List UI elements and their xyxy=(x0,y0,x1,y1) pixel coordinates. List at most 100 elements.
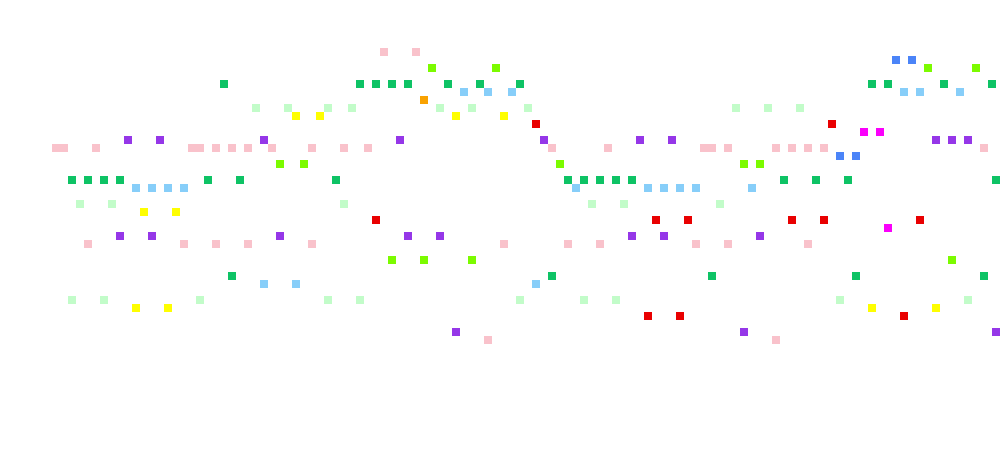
pink-square-mark xyxy=(820,144,828,152)
lime-square-mark xyxy=(756,160,764,168)
mint-square-mark xyxy=(356,296,364,304)
pink-square-mark xyxy=(564,240,572,248)
skyblue-square-mark xyxy=(900,88,908,96)
skyblue-square-mark xyxy=(132,184,140,192)
green-square-mark xyxy=(236,176,244,184)
green-square-mark xyxy=(548,272,556,280)
purple-square-mark xyxy=(660,232,668,240)
pink-square-mark xyxy=(604,144,612,152)
green-square-mark xyxy=(844,176,852,184)
red-square-mark xyxy=(644,312,652,320)
pink-square-mark xyxy=(772,144,780,152)
blue-square-mark xyxy=(908,56,916,64)
yellow-square-mark xyxy=(140,208,148,216)
mint-square-mark xyxy=(580,296,588,304)
green-square-mark xyxy=(596,176,604,184)
blue-square-mark xyxy=(836,152,844,160)
purple-square-mark xyxy=(148,232,156,240)
yellow-square-mark xyxy=(868,304,876,312)
pink-square-mark xyxy=(980,144,988,152)
purple-square-mark xyxy=(668,136,676,144)
lime-square-mark xyxy=(276,160,284,168)
yellow-square-mark xyxy=(452,112,460,120)
mint-square-mark xyxy=(100,296,108,304)
skyblue-square-mark xyxy=(508,88,516,96)
pink-square-mark xyxy=(708,144,716,152)
mint-square-mark xyxy=(108,200,116,208)
green-square-mark xyxy=(332,176,340,184)
skyblue-square-mark xyxy=(484,88,492,96)
green-square-mark xyxy=(812,176,820,184)
red-square-mark xyxy=(828,120,836,128)
mint-square-mark xyxy=(436,104,444,112)
lime-square-mark xyxy=(492,64,500,72)
purple-square-mark xyxy=(628,232,636,240)
pink-square-mark xyxy=(92,144,100,152)
mint-square-mark xyxy=(732,104,740,112)
red-square-mark xyxy=(684,216,692,224)
pink-square-mark xyxy=(212,240,220,248)
green-square-mark xyxy=(884,80,892,88)
green-square-mark xyxy=(780,176,788,184)
green-square-mark xyxy=(708,272,716,280)
pink-square-mark xyxy=(724,144,732,152)
purple-square-mark xyxy=(964,136,972,144)
yellow-square-mark xyxy=(500,112,508,120)
mint-square-mark xyxy=(252,104,260,112)
pink-square-mark xyxy=(412,48,420,56)
mint-square-mark xyxy=(716,200,724,208)
red-square-mark xyxy=(820,216,828,224)
mint-square-mark xyxy=(516,296,524,304)
pink-square-mark xyxy=(244,144,252,152)
pink-square-mark xyxy=(84,240,92,248)
green-square-mark xyxy=(980,272,988,280)
skyblue-square-mark xyxy=(644,184,652,192)
skyblue-square-mark xyxy=(916,88,924,96)
skyblue-square-mark xyxy=(532,280,540,288)
green-square-mark xyxy=(868,80,876,88)
purple-square-mark xyxy=(932,136,940,144)
red-square-mark xyxy=(532,120,540,128)
mint-square-mark xyxy=(340,200,348,208)
green-square-mark xyxy=(992,176,1000,184)
lime-square-mark xyxy=(740,160,748,168)
green-square-mark xyxy=(516,80,524,88)
green-square-mark xyxy=(852,272,860,280)
red-square-mark xyxy=(788,216,796,224)
mint-square-mark xyxy=(764,104,772,112)
green-square-mark xyxy=(228,272,236,280)
lime-square-mark xyxy=(972,64,980,72)
green-square-mark xyxy=(940,80,948,88)
mint-square-mark xyxy=(468,104,476,112)
magenta-square-mark xyxy=(884,224,892,232)
pink-square-mark xyxy=(308,144,316,152)
pink-square-mark xyxy=(380,48,388,56)
skyblue-square-mark xyxy=(572,184,580,192)
skyblue-square-mark xyxy=(676,184,684,192)
purple-square-mark xyxy=(260,136,268,144)
pink-square-mark xyxy=(60,144,68,152)
yellow-square-mark xyxy=(316,112,324,120)
lime-square-mark xyxy=(948,256,956,264)
yellow-square-mark xyxy=(932,304,940,312)
mint-square-mark xyxy=(324,104,332,112)
pink-square-mark xyxy=(340,144,348,152)
skyblue-square-mark xyxy=(260,280,268,288)
lime-square-mark xyxy=(388,256,396,264)
pink-square-mark xyxy=(180,240,188,248)
purple-square-mark xyxy=(156,136,164,144)
yellow-square-mark xyxy=(172,208,180,216)
pink-square-mark xyxy=(724,240,732,248)
mint-square-mark xyxy=(612,296,620,304)
mint-square-mark xyxy=(196,296,204,304)
purple-square-mark xyxy=(636,136,644,144)
skyblue-square-mark xyxy=(460,88,468,96)
blue-square-mark xyxy=(892,56,900,64)
green-square-mark xyxy=(116,176,124,184)
red-square-mark xyxy=(900,312,908,320)
mint-square-mark xyxy=(524,104,532,112)
red-square-mark xyxy=(916,216,924,224)
pink-square-mark xyxy=(212,144,220,152)
green-square-mark xyxy=(444,80,452,88)
